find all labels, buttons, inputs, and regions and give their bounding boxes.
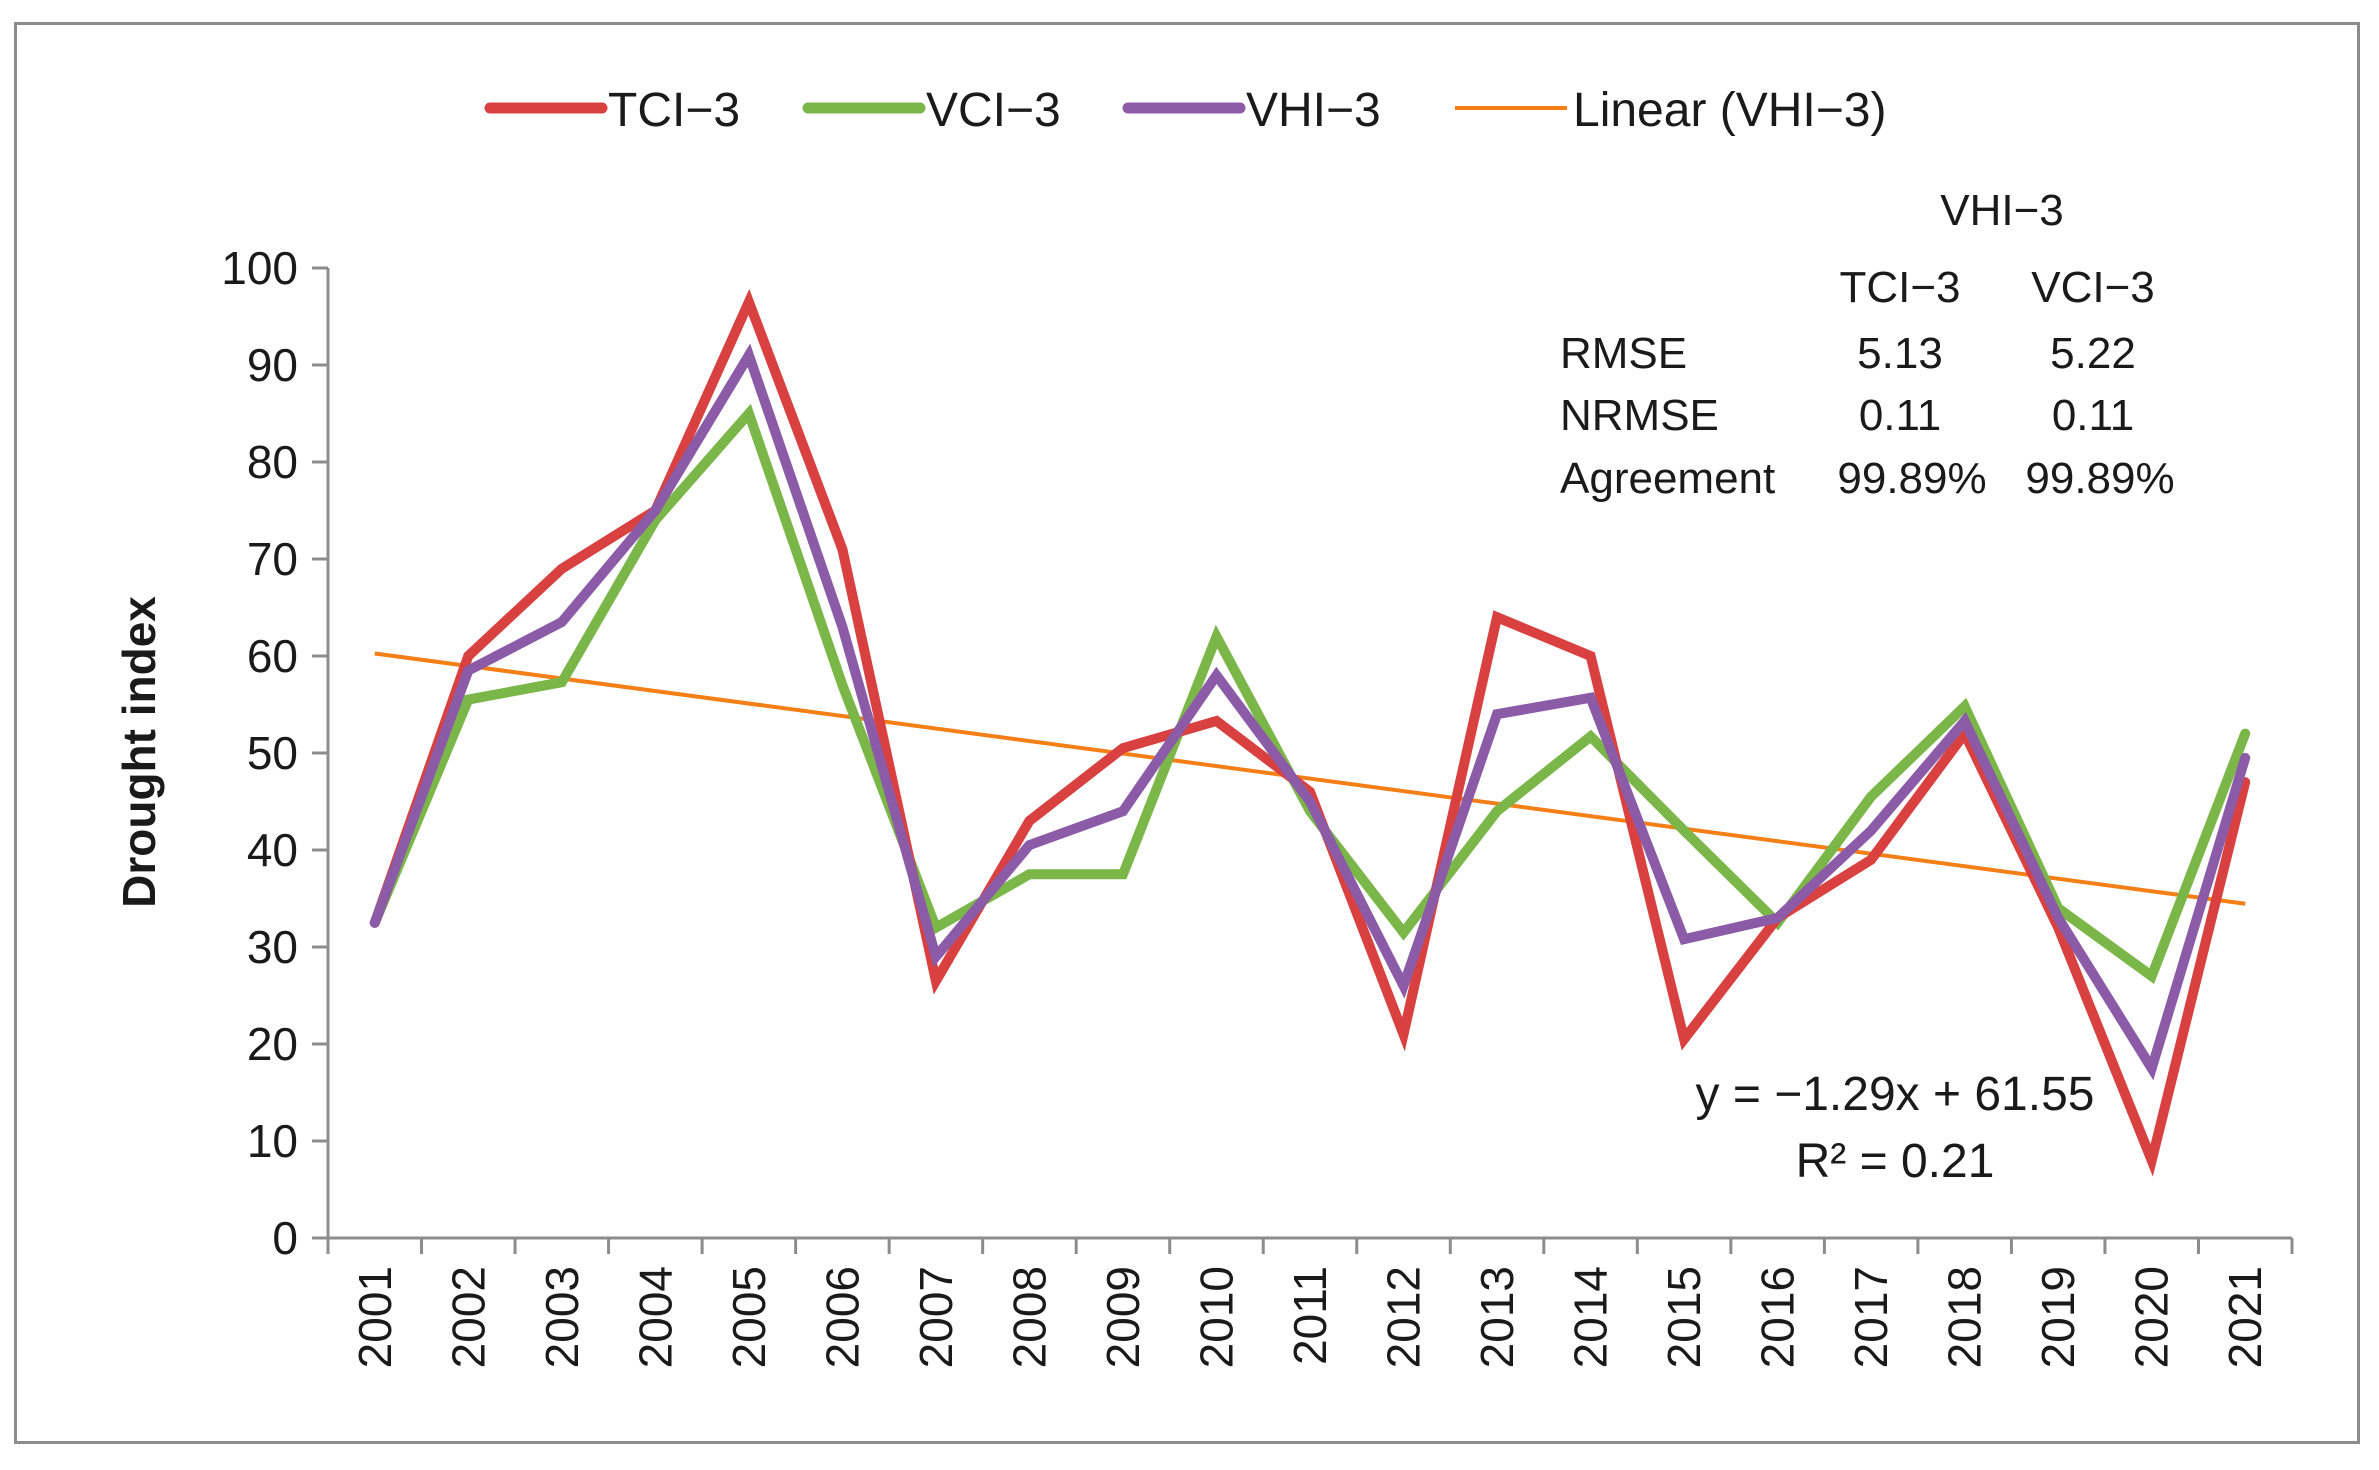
x-tick-label: 2014 <box>1565 1266 1617 1368</box>
stats-cell: 99.89% <box>1837 454 1986 503</box>
series-line-tci <box>369 288 2251 1177</box>
x-tick-label: 2019 <box>2032 1266 2084 1368</box>
x-tick-label: 2006 <box>816 1266 868 1368</box>
stats-col-header: TCI−3 <box>1839 263 1960 312</box>
series-layer <box>369 288 2251 1177</box>
x-tick-label: 2008 <box>1003 1266 1055 1368</box>
stats-row-label: NRMSE <box>1560 391 1719 440</box>
stats-group-header: VHI−3 <box>1940 186 2064 235</box>
stats-cell: 0.11 <box>1859 391 1941 440</box>
stats-col-header: VCI−3 <box>2031 263 2155 312</box>
trendline-r2: R² = 0.21 <box>1796 1135 1995 1188</box>
y-tick-label: 100 <box>221 242 298 294</box>
legend-label-linear: Linear (VHI−3) <box>1573 84 1886 137</box>
x-tick-label: 2020 <box>2126 1266 2178 1368</box>
stats-row-label: Agreement <box>1560 454 1775 503</box>
y-tick-label: 80 <box>247 436 298 488</box>
x-tick-label: 2016 <box>1752 1266 1804 1368</box>
x-tick-label: 2009 <box>1097 1266 1149 1368</box>
y-tick-label: 40 <box>247 824 298 876</box>
x-tick-label: 2018 <box>1939 1266 1991 1368</box>
x-tick-label: 2010 <box>1190 1266 1242 1368</box>
y-tick-label: 0 <box>272 1212 298 1264</box>
x-tick-label: 2005 <box>723 1266 775 1368</box>
legend: TCI−3 VCI−3 VHI−3 Linear (VHI−3) <box>484 84 1886 137</box>
x-tick-label: 2013 <box>1471 1266 1523 1368</box>
y-tick-label: 50 <box>247 727 298 779</box>
y-tick-label: 60 <box>247 630 298 682</box>
x-tick-label: 2002 <box>442 1266 494 1368</box>
y-tick-label: 20 <box>247 1018 298 1070</box>
x-tick-label: 2001 <box>349 1266 401 1368</box>
y-tick-label: 30 <box>247 921 298 973</box>
y-axis-label: Drought index <box>113 596 165 908</box>
stats-row-label: RMSE <box>1560 329 1687 378</box>
x-tick-label: 2004 <box>629 1266 681 1368</box>
x-tick-label: 2011 <box>1284 1266 1336 1365</box>
x-tick-label: 2003 <box>536 1266 588 1368</box>
legend-label-tci: TCI−3 <box>608 84 740 137</box>
x-tick-label: 2021 <box>2219 1266 2271 1368</box>
trendline-vhi <box>374 651 2246 906</box>
y-tick-label: 90 <box>247 339 298 391</box>
legend-label-vci: VCI−3 <box>926 84 1061 137</box>
stats-table: VHI−3 TCI−3 VCI−3 RMSE 5.13 5.22 NRMSE 0… <box>1560 186 2175 503</box>
trendline-equation: y = −1.29x + 61.55 <box>1696 1068 2095 1121</box>
x-tick-label: 2012 <box>1378 1266 1430 1368</box>
stats-cell: 5.22 <box>2050 329 2136 378</box>
trendline-layer <box>374 651 2246 906</box>
series-line-vhi <box>369 343 2251 1081</box>
y-tick-label: 10 <box>247 1115 298 1167</box>
x-tick-label: 2015 <box>1658 1266 1710 1368</box>
x-tick-label: 2017 <box>1845 1266 1897 1368</box>
x-axis-ticks: 2001 2002 2003 2004 2005 2006 2007 2008 2009 2010… <box>326 1238 2294 1368</box>
x-tick-label: 2007 <box>910 1266 962 1368</box>
y-tick-label: 70 <box>247 533 298 585</box>
legend-label-vhi: VHI−3 <box>1246 84 1381 137</box>
stats-cell: 5.13 <box>1857 329 1943 378</box>
stats-cell: 99.89% <box>2025 454 2174 503</box>
stats-cell: 0.11 <box>2052 391 2134 440</box>
y-axis-ticks: 0 10 20 30 40 50 60 70 80 90 100 <box>221 242 328 1264</box>
